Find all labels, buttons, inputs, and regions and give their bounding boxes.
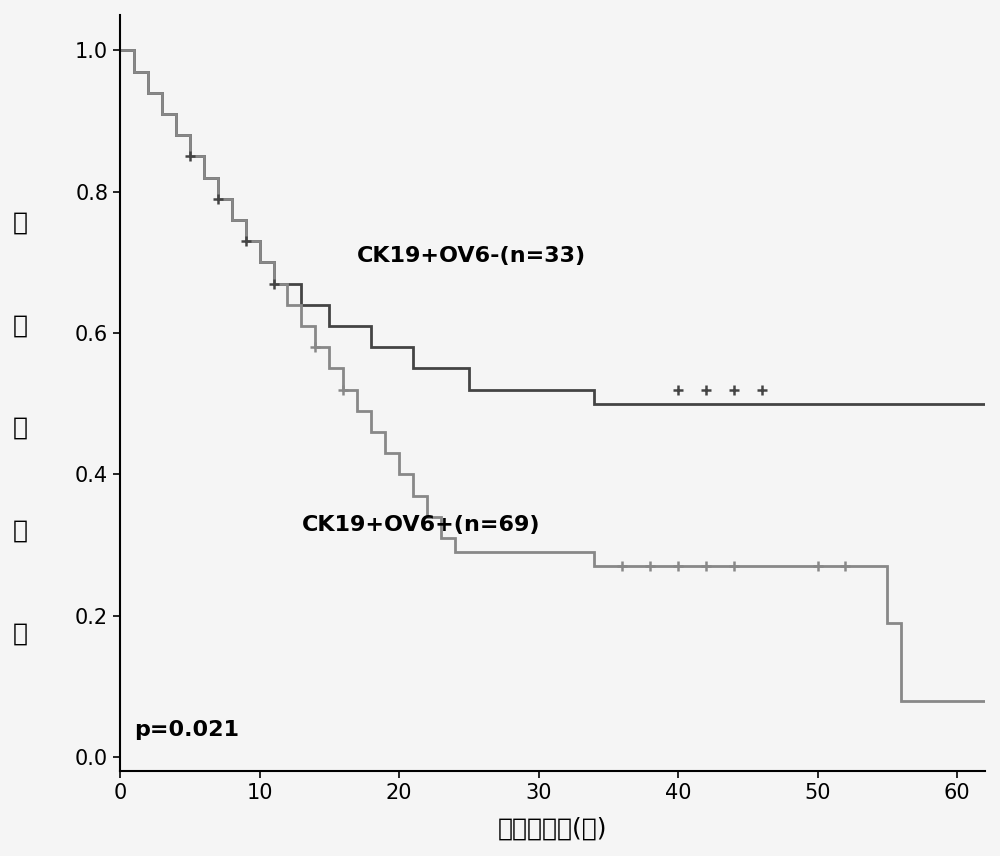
Text: 生: 生 <box>12 416 28 440</box>
X-axis label: 手术后时间(月): 手术后时间(月) <box>498 817 607 841</box>
Text: CK19+OV6+(n=69): CK19+OV6+(n=69) <box>301 515 540 535</box>
Text: CK19+OV6-(n=33): CK19+OV6-(n=33) <box>357 247 586 266</box>
Text: 存: 存 <box>12 519 28 543</box>
Text: p=0.021: p=0.021 <box>134 720 239 740</box>
Text: 瘀: 瘀 <box>12 313 28 337</box>
Text: 无: 无 <box>12 211 28 235</box>
Text: 率: 率 <box>12 621 28 645</box>
